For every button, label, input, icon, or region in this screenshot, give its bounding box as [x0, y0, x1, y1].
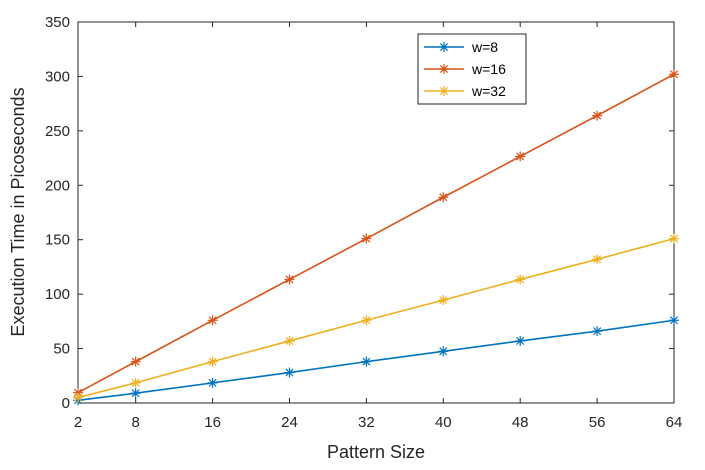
data-point: [284, 367, 295, 378]
y-axis-ticks: 0 50 100 150 200 250 300 350: [45, 14, 674, 412]
x-tick-label: 40: [435, 414, 452, 431]
x-axis-ticks: 2 8 16 24 32 40 48 56 64: [74, 22, 683, 431]
y-tick-label: 350: [45, 14, 70, 31]
data-point: [592, 326, 603, 337]
data-point: [669, 315, 679, 326]
data-point: [73, 392, 83, 403]
data-point: [592, 254, 603, 265]
data-point: [130, 377, 141, 388]
series-w=16: [73, 69, 679, 398]
data-point: [207, 315, 218, 326]
data-point: [592, 110, 603, 121]
y-axis-title: Execution Time in Picoseconds: [8, 87, 28, 336]
legend-marker: [439, 42, 449, 52]
data-point: [438, 192, 449, 203]
data-point: [438, 346, 449, 357]
y-tick-label: 100: [45, 286, 70, 303]
data-point: [438, 295, 449, 306]
data-point: [207, 377, 218, 388]
data-point: [515, 335, 526, 346]
data-point: [515, 151, 526, 162]
y-tick-label: 300: [45, 68, 70, 85]
y-tick-label: 150: [45, 232, 70, 249]
x-tick-label: 16: [204, 414, 221, 431]
data-point: [361, 233, 372, 244]
legend-marker: [439, 86, 449, 96]
legend-label: w=8: [471, 39, 498, 55]
data-point: [207, 356, 218, 367]
data-point: [130, 356, 141, 367]
x-tick-label: 48: [512, 414, 529, 431]
y-tick-label: 0: [62, 395, 70, 412]
legend: w=8 w=16 w=32: [417, 33, 527, 105]
legend-label: w=16: [471, 61, 506, 77]
x-tick-label: 32: [358, 414, 375, 431]
y-tick-label: 200: [45, 177, 70, 194]
x-tick-label: 2: [74, 414, 82, 431]
legend-item: w=32: [424, 83, 506, 99]
data-point: [284, 274, 295, 285]
data-point: [130, 388, 141, 399]
y-tick-label: 50: [53, 341, 70, 358]
series-w=32: [73, 233, 679, 403]
plot-area: [77, 21, 675, 404]
y-tick-label: 250: [45, 123, 70, 140]
x-tick-label: 8: [132, 414, 140, 431]
x-tick-label: 24: [281, 414, 298, 431]
legend-item: w=8: [424, 39, 498, 55]
data-point: [361, 356, 372, 367]
data-point: [669, 233, 679, 244]
x-tick-label: 64: [666, 414, 683, 431]
x-axis-title: Pattern Size: [327, 442, 425, 462]
data-point: [284, 335, 295, 346]
legend-label: w=32: [471, 83, 506, 99]
x-tick-label: 56: [589, 414, 606, 431]
data-point: [669, 69, 679, 80]
legend-marker: [439, 64, 449, 74]
legend-item: w=16: [424, 61, 506, 77]
data-point: [361, 315, 372, 326]
data-point: [515, 274, 526, 285]
series-layer: [73, 69, 679, 406]
